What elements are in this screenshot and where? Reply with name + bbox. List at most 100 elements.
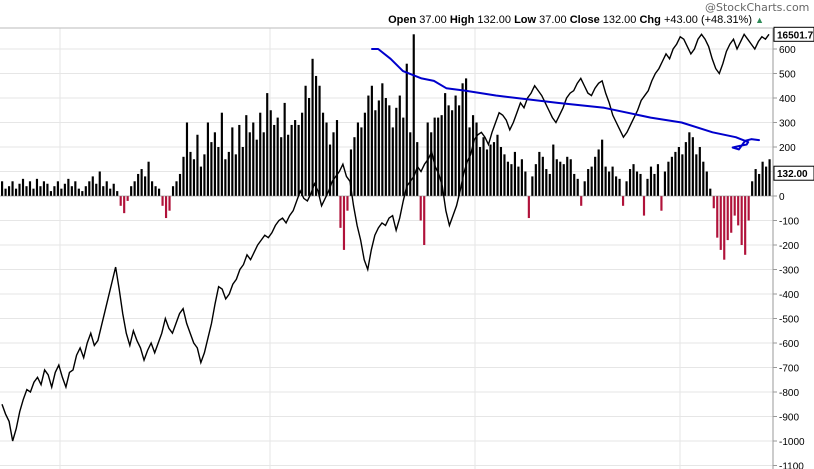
y-tick-label: -700 <box>779 364 799 375</box>
histogram-bar <box>175 181 178 196</box>
histogram-bar <box>133 181 136 196</box>
histogram-bar <box>70 186 73 196</box>
histogram-bar <box>541 156 544 196</box>
histogram-bar <box>594 156 597 196</box>
histogram-bar <box>709 188 712 196</box>
histogram-bar <box>105 181 108 196</box>
histogram-bar <box>635 171 639 196</box>
histogram-bar <box>14 188 18 196</box>
histogram-bar <box>151 181 154 196</box>
histogram-bar <box>573 173 576 196</box>
annotation-drawing <box>371 48 760 151</box>
histogram-bar <box>363 112 366 196</box>
histogram-bar <box>430 132 433 196</box>
histogram-bar <box>35 178 39 196</box>
histogram-bar <box>116 191 119 196</box>
histogram-bar <box>332 132 335 196</box>
overlay-last-value-tag-box <box>773 26 814 42</box>
histogram-bar <box>196 134 199 196</box>
histogram-bar <box>171 186 175 196</box>
histogram-bar <box>137 173 140 196</box>
histogram-bar <box>255 139 258 196</box>
histogram-bar <box>269 110 272 196</box>
histogram-bar <box>632 164 635 196</box>
histogram-bar <box>49 191 52 196</box>
histogram-bar <box>192 159 196 196</box>
y-tick-label: -500 <box>779 315 799 326</box>
histogram-bar <box>304 85 307 196</box>
histogram-bar <box>503 154 506 196</box>
histogram-bar <box>227 151 230 196</box>
histogram-bar <box>468 127 471 196</box>
histogram-bar <box>597 149 600 196</box>
histogram-bar <box>423 196 426 245</box>
histogram-bar <box>667 161 670 196</box>
histogram-bar <box>451 110 454 196</box>
histogram-bar <box>684 142 687 196</box>
y-tick-label: 300 <box>779 119 796 130</box>
histogram-bar <box>81 191 84 196</box>
histogram-bar <box>168 196 171 211</box>
histogram-bar <box>747 196 750 221</box>
histogram-bar <box>531 176 534 196</box>
histogram-bar <box>510 164 513 196</box>
price-overlay <box>1 32 770 442</box>
histogram-bar <box>740 196 743 245</box>
histogram-bar <box>7 186 11 196</box>
histogram-bar <box>325 122 328 196</box>
histogram-bar <box>695 154 698 196</box>
histogram-bar <box>419 196 422 221</box>
chg-value: +43.00 (+48.31%) <box>663 14 753 26</box>
y-tick-label: -600 <box>779 339 799 350</box>
histogram-bar <box>53 186 56 196</box>
histogram-bar <box>367 95 370 196</box>
histogram-bar <box>77 188 80 196</box>
histogram-bar <box>308 98 311 196</box>
histogram-bar <box>130 186 133 196</box>
histogram-bar <box>248 132 251 196</box>
histogram-bar <box>377 100 380 196</box>
histogram-bar <box>91 176 94 196</box>
histogram-bar <box>489 144 492 196</box>
histogram-bar <box>440 115 443 196</box>
histogram-bar <box>499 147 503 196</box>
histogram-bar <box>28 181 32 196</box>
histogram-bar <box>273 124 276 196</box>
histogram-bar <box>527 196 530 219</box>
annotation-stroke <box>371 48 760 151</box>
histogram-bar <box>705 171 708 196</box>
histogram-bar <box>346 196 349 211</box>
low-value: 37.00 <box>539 14 567 26</box>
histogram-bar <box>234 154 237 196</box>
histogram-bar <box>402 117 405 196</box>
y-tick-label: -300 <box>779 266 799 277</box>
histogram-bar <box>339 196 342 228</box>
histogram-bar <box>670 156 673 196</box>
last-value-tag-box <box>773 165 814 181</box>
histogram-bar <box>496 134 499 196</box>
histogram-bar <box>737 196 740 226</box>
histogram-bar <box>391 127 394 196</box>
histogram-bar <box>482 137 485 196</box>
histogram-bar <box>266 93 269 196</box>
histogram-bar <box>328 144 332 196</box>
histogram-bar <box>252 122 255 196</box>
last-value-tag: 132.00 <box>773 165 814 181</box>
histogram-bar <box>555 159 558 196</box>
histogram-bar <box>653 173 656 196</box>
histogram-bar <box>601 139 604 196</box>
histogram-bar <box>562 164 565 196</box>
open-value: 37.00 <box>419 14 447 26</box>
histogram-bar <box>98 171 101 196</box>
histogram-bar <box>590 166 593 196</box>
histogram-bar <box>726 196 729 241</box>
histogram-bar <box>552 144 555 196</box>
histogram-bar <box>314 75 318 196</box>
histogram-bar <box>199 166 203 196</box>
histogram-bar <box>370 85 373 196</box>
histogram-bar <box>203 154 206 196</box>
histogram-bar <box>621 196 625 206</box>
y-tick-label: 500 <box>779 70 796 81</box>
histogram-bar <box>471 115 475 196</box>
histogram-bar <box>587 169 590 196</box>
